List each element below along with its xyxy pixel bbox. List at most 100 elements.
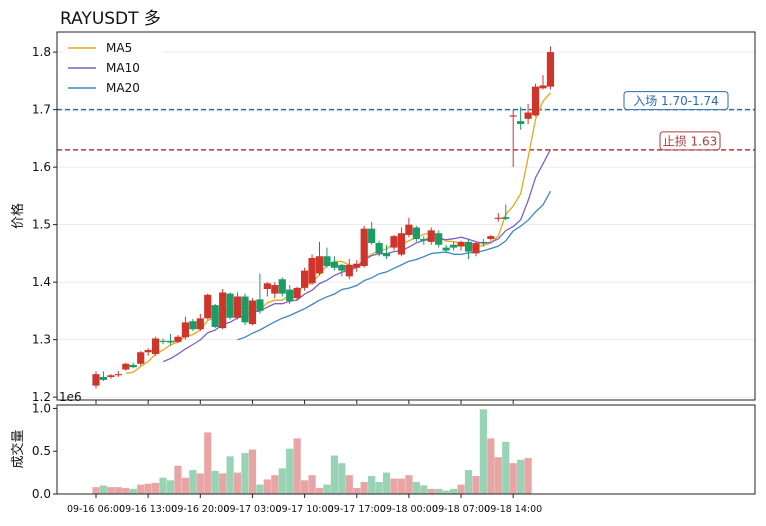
volume-bar <box>107 487 115 494</box>
volume-bar <box>330 455 338 494</box>
candle <box>487 234 495 241</box>
volume-bar <box>159 477 167 494</box>
candle <box>92 371 100 389</box>
legend-label: MA5 <box>106 41 132 55</box>
candle-body <box>226 293 234 318</box>
x-tick-label: 09-18 00:00 <box>380 504 438 515</box>
volume-bar <box>271 475 279 494</box>
candle <box>122 362 130 371</box>
candle-body <box>442 247 450 251</box>
reference-label-box <box>659 131 721 151</box>
candle <box>293 286 301 301</box>
volume-bar <box>524 458 532 494</box>
candle <box>479 239 487 247</box>
candle-body <box>435 233 443 245</box>
reference-lines <box>57 108 755 151</box>
candle-body <box>181 322 189 338</box>
legend-label: MA20 <box>106 81 140 95</box>
volume-bar <box>494 457 502 494</box>
candle <box>427 227 435 245</box>
candle <box>256 273 264 314</box>
candle-body <box>308 257 316 284</box>
candle-body <box>114 374 122 376</box>
volume-bar <box>122 488 130 494</box>
candle-body <box>248 300 257 325</box>
volume-bar <box>219 473 227 494</box>
candle-body <box>353 263 361 268</box>
volume-bar <box>412 482 420 494</box>
candle <box>457 240 465 251</box>
candle <box>137 351 145 366</box>
candle <box>315 241 324 276</box>
candle <box>330 256 338 271</box>
candle-body <box>256 299 264 311</box>
candle-body <box>233 296 242 318</box>
candle <box>308 254 316 285</box>
candle-body <box>301 270 309 288</box>
volume-y-tick-label: 1.0 <box>32 401 51 415</box>
volume-bar <box>278 468 286 494</box>
x-tick-label: 09-17 10:00 <box>276 504 334 515</box>
candle <box>338 263 346 277</box>
candle <box>353 260 361 272</box>
candle <box>531 83 540 117</box>
candle-body <box>539 85 547 89</box>
candle-body <box>382 253 391 257</box>
volume-bar <box>427 488 435 494</box>
volume-multiplier-label: 1e6 <box>59 390 82 404</box>
candle <box>174 335 182 344</box>
volume-bar <box>420 485 428 494</box>
candle-body <box>345 264 353 277</box>
price-y-tick-label: 1.8 <box>32 45 51 59</box>
volume-bar <box>226 456 234 494</box>
candle <box>509 109 517 168</box>
candle-body <box>494 217 502 219</box>
candle <box>211 303 219 329</box>
candle <box>345 259 353 280</box>
volume-y-ticks: 0.0 0.5 1.0 <box>32 401 57 501</box>
candle <box>464 239 473 260</box>
volume-axes-frame <box>56 404 756 495</box>
x-tick-label: 09-17 03:00 <box>223 504 281 515</box>
candle <box>248 298 257 326</box>
candle-body <box>137 352 145 364</box>
candle-body <box>129 364 137 368</box>
reference-label-box <box>623 91 729 111</box>
candle <box>114 371 122 377</box>
candle <box>435 230 443 248</box>
candle <box>502 204 510 221</box>
x-tick-label: 09-16 06:00 <box>67 504 125 515</box>
candle <box>271 282 279 299</box>
candle-body <box>204 294 212 319</box>
candle-body <box>360 228 368 267</box>
volume-bar <box>144 483 152 494</box>
candle <box>278 277 286 297</box>
volume-bar <box>368 476 376 494</box>
candle-body <box>241 296 249 323</box>
candle <box>517 106 525 130</box>
candle-body <box>196 318 204 330</box>
ma5-line <box>125 92 551 375</box>
candle-body <box>546 52 555 87</box>
volume-bar <box>375 482 383 494</box>
candle-body <box>427 230 435 242</box>
candle <box>442 244 450 254</box>
candle <box>301 267 309 291</box>
legend: MA5 MA10 MA20 <box>63 36 163 102</box>
price-y-tick-label: 1.5 <box>32 218 51 232</box>
candle-body <box>397 233 406 255</box>
candle-body <box>144 349 152 353</box>
candle <box>450 241 458 251</box>
candle-body <box>107 375 115 377</box>
candle <box>397 227 406 257</box>
price-y-tick-label: 1.3 <box>32 333 51 347</box>
volume-bar <box>286 448 294 494</box>
candle-body <box>166 340 175 343</box>
price-y-tick-label: 1.4 <box>32 275 51 289</box>
candle <box>196 313 204 331</box>
volume-bar <box>196 473 204 494</box>
volume-bar <box>397 478 406 494</box>
candle <box>405 217 413 238</box>
candle <box>226 292 234 320</box>
candle-body <box>457 241 465 247</box>
